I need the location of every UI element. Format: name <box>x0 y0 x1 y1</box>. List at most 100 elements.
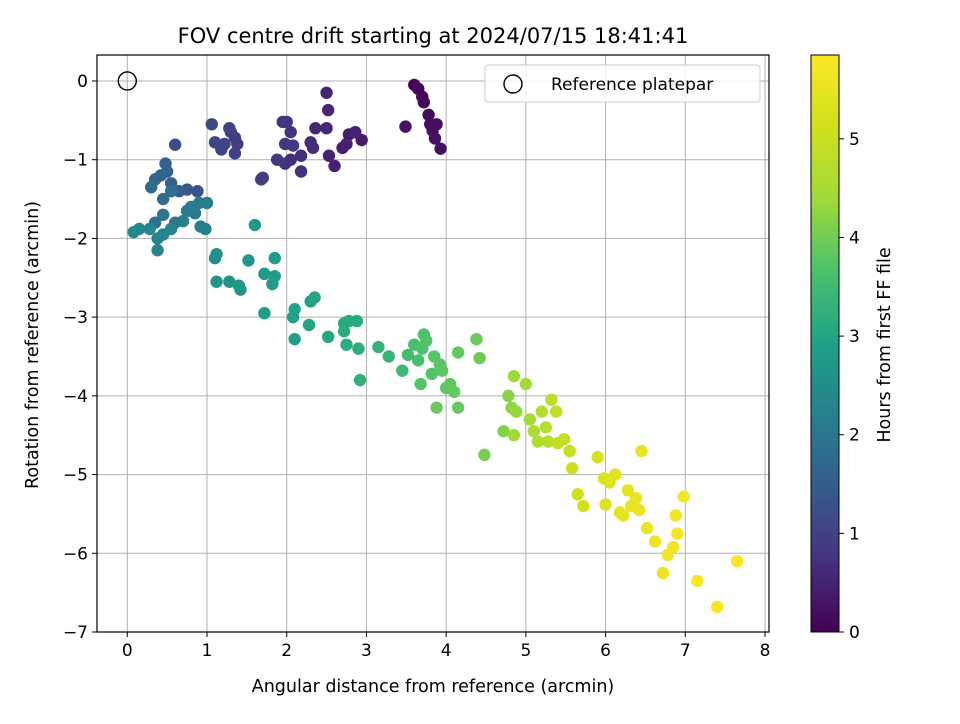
data-point <box>191 184 204 198</box>
colorbar-tick-label: 4 <box>849 228 860 248</box>
data-point <box>539 421 552 434</box>
data-point <box>276 115 289 129</box>
data-point <box>434 142 447 155</box>
data-point <box>635 444 648 458</box>
data-point <box>308 291 321 304</box>
data-point <box>557 432 571 446</box>
data-point <box>549 405 563 418</box>
data-point <box>473 351 486 365</box>
data-point <box>322 149 336 162</box>
x-tick-label: 7 <box>680 641 691 661</box>
data-point <box>242 254 255 267</box>
x-tick-label: 6 <box>600 641 611 661</box>
x-axis-ticks: 0 1 2 3 4 5 6 7 8 <box>122 632 771 661</box>
data-point <box>234 283 247 296</box>
x-tick-label: 5 <box>520 641 531 661</box>
x-tick-label: 4 <box>441 641 452 661</box>
data-point <box>145 181 158 194</box>
data-point <box>372 340 385 354</box>
data-point <box>571 488 584 501</box>
data-point <box>507 429 521 442</box>
data-point <box>231 137 244 151</box>
data-point <box>656 566 670 580</box>
data-point <box>284 125 297 139</box>
data-point <box>200 196 214 210</box>
data-point <box>258 306 271 320</box>
data-point <box>258 267 271 281</box>
data-point <box>632 503 646 517</box>
y-axis-ticks: 0 −1 −2 −3 −4 −5 −6 −7 <box>63 72 97 643</box>
data-point <box>640 521 654 535</box>
data-point <box>497 425 510 438</box>
data-point <box>417 96 431 109</box>
data-point <box>151 232 164 245</box>
data-point <box>599 498 612 511</box>
data-point <box>470 332 483 346</box>
data-point <box>286 139 300 152</box>
data-point <box>288 303 301 316</box>
legend: Reference platepar <box>484 64 761 103</box>
colorbar: 0 1 2 3 4 5 Hours from first FF file <box>810 54 895 643</box>
colorbar-tick-label: 2 <box>849 426 860 446</box>
data-point <box>321 330 335 344</box>
data-point <box>176 214 190 228</box>
data-point <box>321 103 335 117</box>
data-point <box>401 348 415 362</box>
colorbar-gradient <box>810 54 840 633</box>
data-point <box>545 393 558 406</box>
data-point <box>294 149 308 162</box>
data-point <box>621 484 635 497</box>
x-tick-label: 8 <box>760 641 771 661</box>
data-point <box>340 137 353 151</box>
reference-marker <box>117 71 137 91</box>
data-point <box>451 346 465 359</box>
data-point <box>502 389 515 403</box>
data-point <box>608 468 622 481</box>
data-point <box>396 364 409 377</box>
data-point <box>143 222 156 236</box>
data-point <box>428 132 442 145</box>
x-tick-label: 0 <box>122 641 133 661</box>
data-point <box>591 451 604 464</box>
data-point <box>507 369 521 383</box>
data-point <box>353 373 367 387</box>
x-tick-label: 3 <box>361 641 372 661</box>
data-point <box>399 120 412 133</box>
y-tick-label: −6 <box>63 544 88 564</box>
data-point <box>519 377 533 391</box>
colorbar-tick-label: 3 <box>849 327 860 347</box>
data-point <box>669 509 682 522</box>
data-point <box>677 490 690 503</box>
legend-box <box>484 64 761 103</box>
data-point <box>164 184 178 198</box>
data-point <box>288 332 301 346</box>
data-point <box>527 425 541 438</box>
data-point <box>691 574 704 588</box>
x-axis-label: Angular distance from reference (arcmin) <box>252 677 615 697</box>
data-point <box>523 413 537 426</box>
data-point <box>541 435 555 448</box>
data-point <box>510 405 523 418</box>
data-point <box>535 405 549 418</box>
data-points <box>127 78 744 614</box>
data-point <box>215 143 228 156</box>
data-point <box>349 125 362 139</box>
data-point <box>320 122 333 135</box>
data-point <box>577 499 590 513</box>
data-point <box>422 108 435 122</box>
data-point <box>223 122 236 135</box>
colorbar-tick-label: 5 <box>849 130 860 150</box>
data-point <box>563 444 576 458</box>
data-point <box>248 218 262 232</box>
data-point <box>478 448 491 462</box>
data-point <box>337 325 351 338</box>
data-point <box>302 318 316 332</box>
data-point <box>266 277 279 291</box>
data-point <box>151 244 164 257</box>
data-point <box>210 275 223 288</box>
y-tick-label: −3 <box>63 308 88 328</box>
y-tick-label: −4 <box>63 387 88 407</box>
data-point <box>223 275 236 288</box>
data-point <box>156 208 170 221</box>
